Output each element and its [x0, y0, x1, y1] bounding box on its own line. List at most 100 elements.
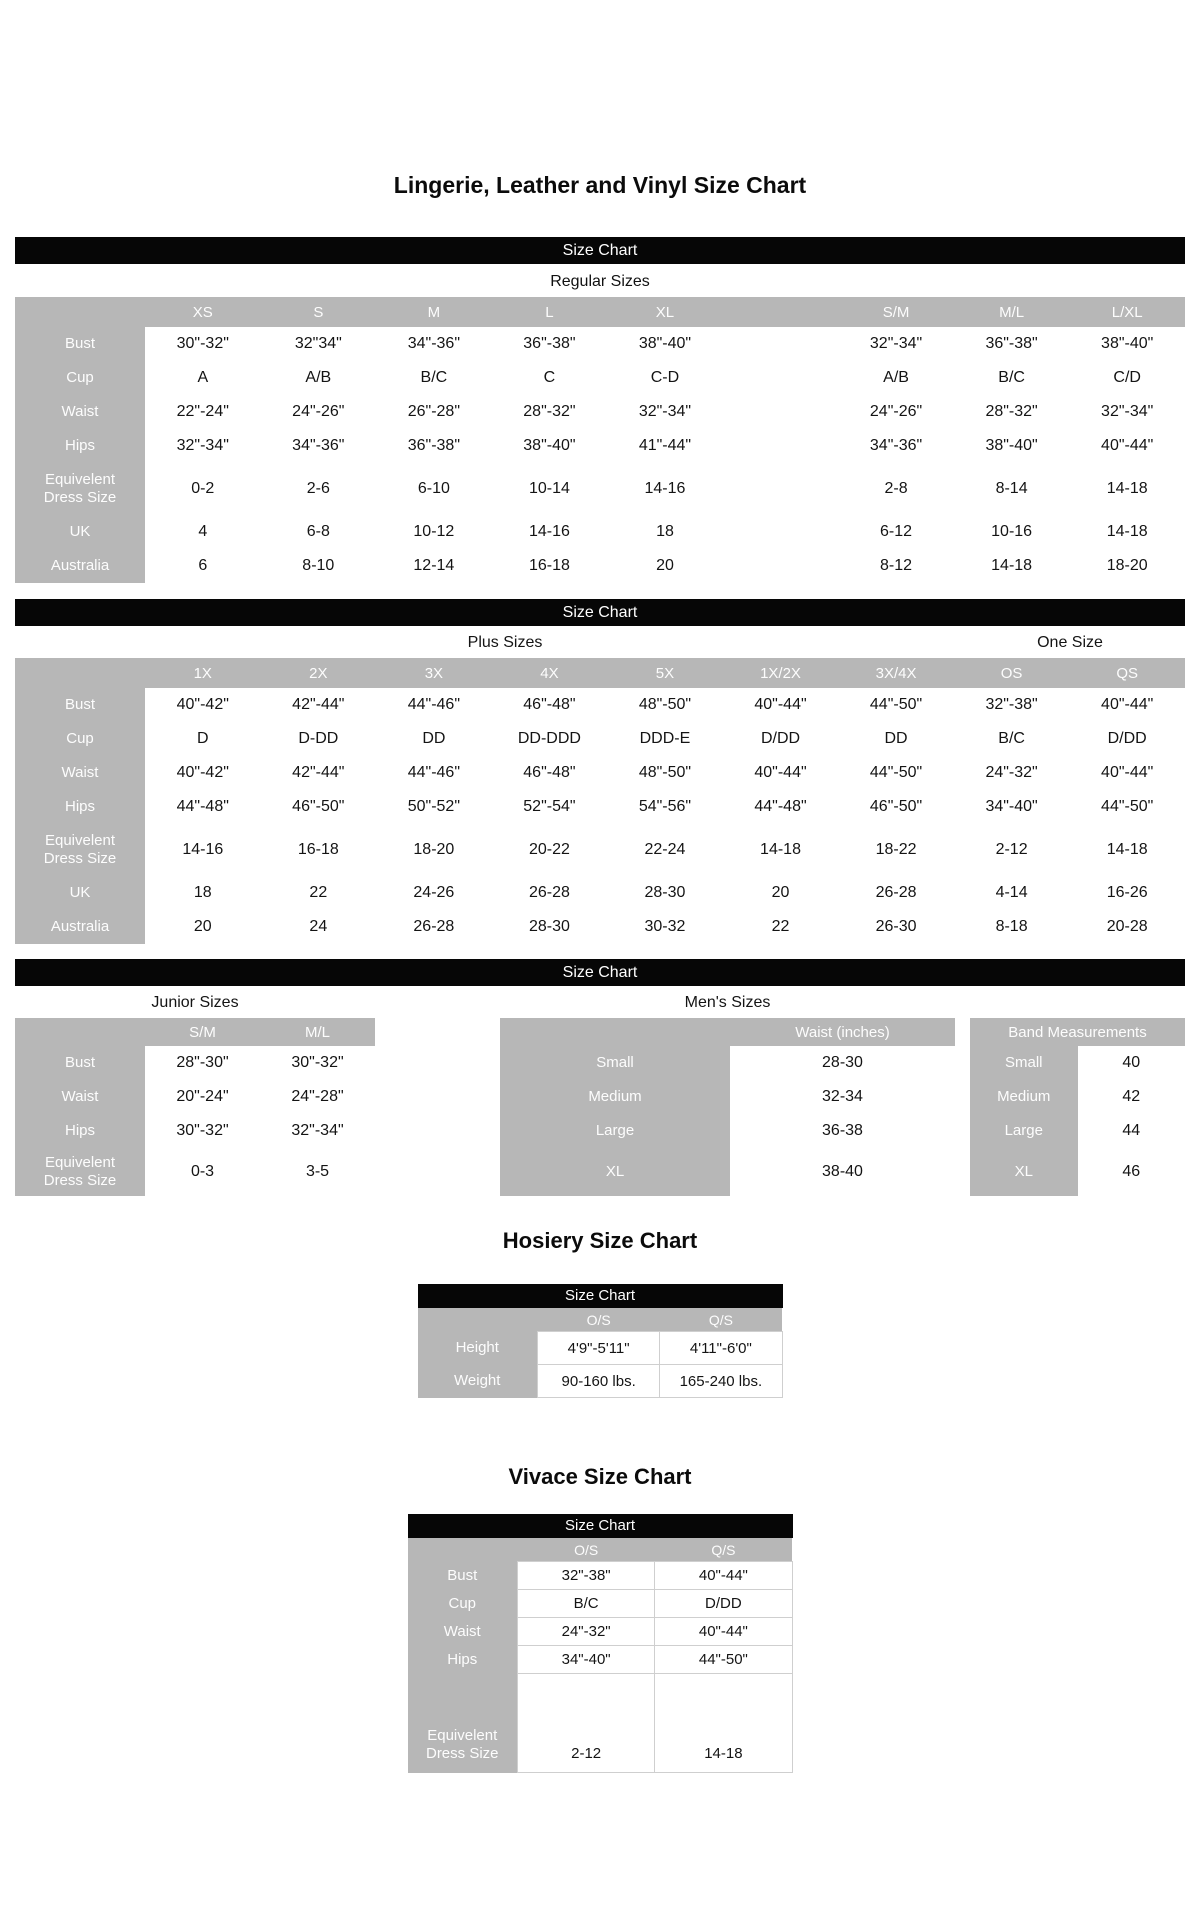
cell-value: 28-30	[730, 1046, 955, 1080]
cell-value: 44"-50"	[838, 756, 954, 790]
cell-value: D-DD	[260, 722, 377, 756]
cell-value: 44"-50"	[654, 1645, 793, 1674]
mens-band-table: Band Measurements Small 40 Medium 42 Large 44 X…	[970, 1018, 1185, 1196]
column-header: O/S	[517, 1538, 655, 1562]
cell-value: D/DD	[722, 722, 839, 756]
column-header: 3X/4X	[838, 658, 954, 688]
cell-value: 28-30	[491, 910, 608, 944]
column-header: 1X/2X	[722, 658, 839, 688]
cell-value: C	[491, 361, 608, 395]
corner-cell	[417, 1308, 538, 1332]
hosiery-size-chart: Size Chart O/S Q/S Height 4'9"-5'11" 4'11"-6…	[417, 1284, 783, 1398]
table-row: Small 28-30	[500, 1046, 955, 1080]
junior-sizes-table: S/M M/L Bust 28"-30" 30"-32" Waist 20"-24" 24"-…	[15, 1018, 375, 1196]
cell-value: 40	[1077, 1046, 1185, 1080]
cell-value: 46	[1077, 1148, 1185, 1196]
row-label: Equivelent Dress Size	[15, 1148, 145, 1196]
cell-value: 28"-32"	[491, 395, 608, 429]
table-row: UK 18 22 24-26 26-28 28-30 20 26-28 4-14 16-26	[15, 876, 1185, 910]
cell-value: 20	[722, 876, 839, 910]
table-row: Medium 32-34	[500, 1080, 955, 1114]
cell-value: 22-24	[607, 824, 723, 876]
table-row: Australia 20 24 26-28 28-30 30-32 22 26-30 8-18 2…	[15, 910, 1185, 944]
column-header: S/M	[145, 1018, 260, 1046]
cell-value: 40"-42"	[145, 688, 261, 722]
row-label: XL	[500, 1148, 730, 1196]
cell-value	[722, 515, 839, 549]
column-header: S/M	[838, 297, 954, 327]
cell-value: 44"-50"	[1069, 790, 1185, 824]
row-label: Height	[417, 1331, 538, 1365]
cell-value: 8-10	[260, 549, 377, 583]
cell-value: 24"-26"	[260, 395, 377, 429]
cell-value: A	[145, 361, 261, 395]
cell-value: 8-12	[838, 549, 954, 583]
cell-value: 14-18	[1069, 463, 1185, 515]
row-label: Cup	[15, 361, 145, 395]
header-row: S/M M/L	[15, 1018, 375, 1046]
corner-cell	[500, 1018, 730, 1046]
cell-value: 20	[145, 910, 261, 944]
cell-value: 14-18	[1069, 824, 1185, 876]
column-header: 1X	[145, 658, 261, 688]
cell-value: C-D	[607, 361, 723, 395]
table-row: Waist 20"-24" 24"-28"	[15, 1080, 375, 1114]
cell-value: 22	[722, 910, 839, 944]
table-row: Cup D D-DD DD DD-DDD DDD-E D/DD DD B/C D/DD	[15, 722, 1185, 756]
cell-value: 18	[607, 515, 723, 549]
hosiery-table: O/S Q/S Height 4'9"-5'11" 4'11"-6'0" Weight 90…	[417, 1308, 783, 1398]
row-label: Weight	[417, 1364, 538, 1398]
cell-value: 6-12	[838, 515, 954, 549]
column-header: S	[260, 297, 377, 327]
cell-value: 28-30	[607, 876, 723, 910]
column-header: M/L	[953, 297, 1070, 327]
row-label: Waist	[15, 756, 145, 790]
row-label: Hips	[407, 1645, 518, 1674]
size-chart-bar: Size Chart	[407, 1514, 793, 1538]
cell-value: 32"-34"	[145, 429, 261, 463]
cell-value: 10-12	[376, 515, 492, 549]
cell-value: 24"-32"	[953, 756, 1070, 790]
cell-value: 44"-46"	[376, 756, 492, 790]
cell-value: 16-26	[1069, 876, 1185, 910]
table-row: Large 36-38	[500, 1114, 955, 1148]
table-row: Australia 6 8-10 12-14 16-18 20 8-12 14-18 18-20	[15, 549, 1185, 583]
row-label: Cup	[407, 1589, 518, 1618]
page-title: Lingerie, Leather and Vinyl Size Chart	[393, 172, 807, 198]
corner-cell	[15, 1018, 145, 1046]
table-row: Hips 32"-34" 34"-36" 36"-38" 38"-40" 41"-44" 3…	[15, 429, 1185, 463]
cell-value: 16-18	[491, 549, 608, 583]
cell-value: B/C	[376, 361, 492, 395]
cell-value: 24	[260, 910, 377, 944]
row-label: Cup	[15, 722, 145, 756]
vivace-table: O/S Q/S Bust 32"-38" 40"-44" Cup B/C D/DD Waist 2…	[407, 1538, 793, 1773]
cell-value: 18-22	[838, 824, 954, 876]
cell-value: 2-6	[260, 463, 377, 515]
cell-value: 10-14	[491, 463, 608, 515]
column-header: 4X	[491, 658, 608, 688]
header-row: XS S M L XL S/M M/L L/XL	[15, 297, 1185, 327]
table-row: Bust 28"-30" 30"-32"	[15, 1046, 375, 1080]
cell-value: 26"-28"	[376, 395, 492, 429]
vivace-size-chart: Size Chart O/S Q/S Bust 32"-38" 40"-44" Cup B/…	[407, 1514, 793, 1773]
plus-sizes-heading: Plus Sizes	[467, 634, 543, 651]
cell-value: 6	[145, 549, 261, 583]
cell-value: D/DD	[1069, 722, 1185, 756]
cell-value	[722, 395, 839, 429]
size-chart-bar: Size Chart	[15, 237, 1185, 264]
cell-value: 2-12	[516, 1673, 656, 1773]
table-row: Equivelent Dress Size 0-2 2-6 6-10 10-14 14-1…	[15, 463, 1185, 515]
row-label: Hips	[15, 1114, 145, 1148]
column-header: Q/S	[659, 1308, 782, 1332]
cell-value: 38"-40"	[1069, 327, 1185, 361]
column-header: QS	[1069, 658, 1185, 688]
cell-value: 34"-36"	[838, 429, 954, 463]
mens-waist-table: Waist (inches) Small 28-30 Medium 32-34 Large…	[500, 1018, 955, 1196]
cell-value: 14-18	[1069, 515, 1185, 549]
cell-value: 8-14	[953, 463, 1070, 515]
cell-value: 38"-40"	[491, 429, 608, 463]
row-label: Small	[970, 1046, 1078, 1080]
cell-value: 14-16	[145, 824, 261, 876]
cell-value: 165-240 lbs.	[659, 1364, 783, 1398]
table-row: UK 4 6-8 10-12 14-16 18 6-12 10-16 14-18	[15, 515, 1185, 549]
